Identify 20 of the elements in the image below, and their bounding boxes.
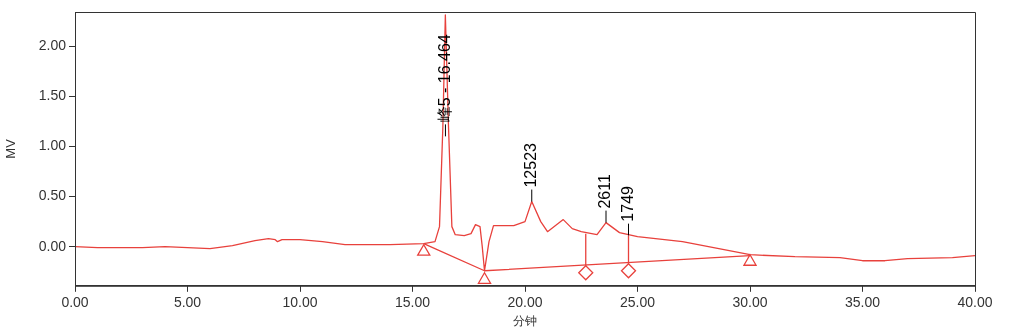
x-tick-label: 15.00 xyxy=(394,294,431,311)
y-tick-label: 2.00 xyxy=(38,36,67,53)
x-tick-label: 30.00 xyxy=(732,294,768,311)
y-tick-label: 1.50 xyxy=(38,87,67,104)
annotation: 峰5 - 16.464 xyxy=(435,34,453,123)
annotation: 1749 xyxy=(618,185,636,222)
y-tick-label: 0.00 xyxy=(38,237,67,254)
annotation: 2611 xyxy=(596,174,614,209)
x-tick-label: 40.00 xyxy=(957,294,993,311)
x-tick-label: 10.00 xyxy=(282,294,318,311)
y-tick-label: 0.50 xyxy=(38,187,67,204)
x-tick-label: 20.00 xyxy=(507,294,543,311)
y-axis-title: MV xyxy=(3,138,19,159)
x-tick-label: 25.00 xyxy=(619,294,656,311)
x-tick-label: 35.00 xyxy=(844,294,881,311)
annotation: 12523 xyxy=(522,142,540,188)
x-axis-title: 分钟 xyxy=(513,314,537,329)
y-tick-label: 1.00 xyxy=(38,137,67,154)
x-tick-label: 5.00 xyxy=(173,294,202,311)
x-tick-label: 0.00 xyxy=(61,294,89,311)
